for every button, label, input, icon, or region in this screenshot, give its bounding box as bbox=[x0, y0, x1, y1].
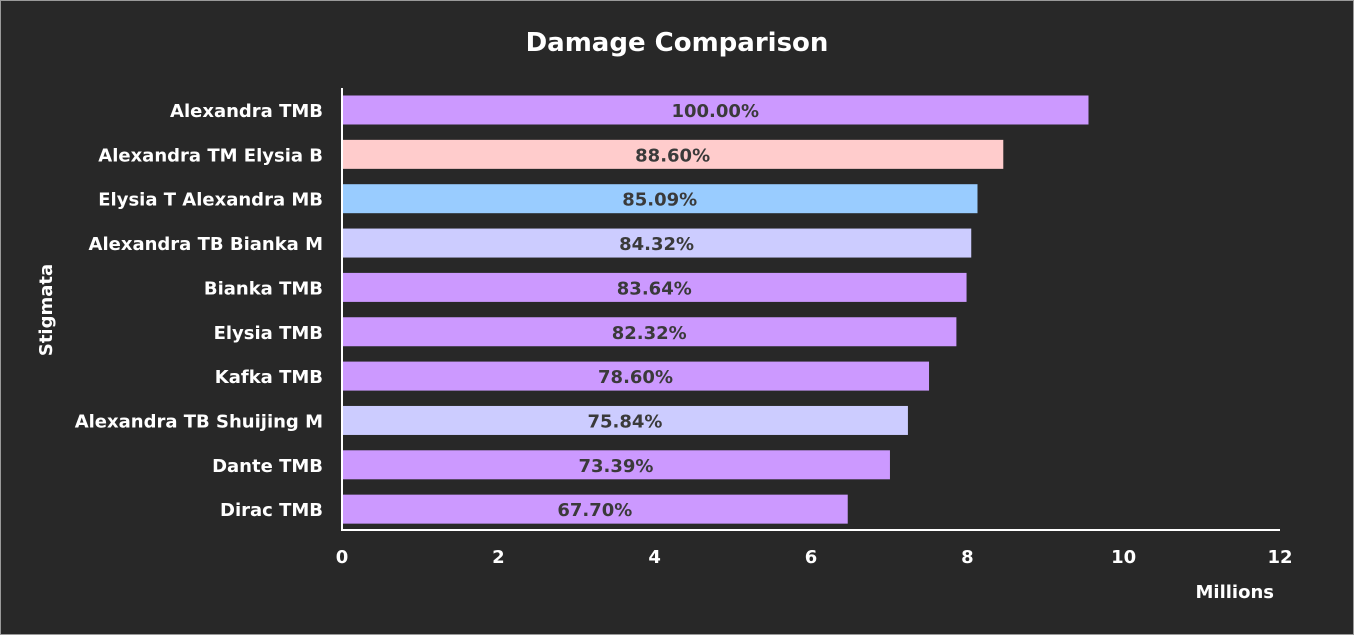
bar-data-label-5: 83.64% bbox=[617, 278, 692, 299]
x-tick-label-0: 0 bbox=[336, 547, 349, 568]
x-tick-label-4: 4 bbox=[648, 547, 661, 568]
category-label-1: Alexandra TMB bbox=[170, 101, 323, 122]
bar-data-label-6: 82.32% bbox=[612, 323, 687, 344]
category-label-2: Alexandra TM Elysia B bbox=[98, 145, 323, 166]
category-label-4: Alexandra TB Bianka M bbox=[89, 234, 323, 255]
x-tick-label-2: 2 bbox=[492, 547, 505, 568]
category-label-3: Elysia T Alexandra MB bbox=[98, 190, 323, 211]
x-axis-title: Millions bbox=[1196, 582, 1275, 603]
category-labels-group: Alexandra TMB Alexandra TM Elysia B Elysia… bbox=[75, 101, 323, 521]
x-tick-label-10: 10 bbox=[1111, 547, 1136, 568]
chart-title: Damage Comparison bbox=[526, 28, 829, 58]
tick-labels-group: 0 2 4 6 8 10 12 bbox=[336, 547, 1293, 568]
y-axis-title: Stigmata bbox=[36, 264, 57, 356]
bar-data-label-7: 78.60% bbox=[598, 367, 673, 388]
category-label-8: Alexandra TB Shuijing M bbox=[75, 411, 323, 432]
bar-data-label-3: 85.09% bbox=[622, 190, 697, 211]
bar-data-label-1: 100.00% bbox=[671, 101, 759, 122]
bar-data-label-9: 73.39% bbox=[578, 456, 653, 477]
bar-2 bbox=[342, 139, 1004, 169]
bar-1 bbox=[342, 95, 1089, 125]
bar-10 bbox=[342, 494, 848, 524]
bar-8 bbox=[342, 405, 908, 435]
bar-data-label-8: 75.84% bbox=[587, 411, 662, 432]
bar-9 bbox=[342, 450, 890, 480]
category-label-9: Dante TMB bbox=[212, 456, 323, 477]
bar-7 bbox=[342, 361, 930, 391]
bars-group: 100.00% 88.60% 85.09% 84.32% 83.64% 82.32% 78.… bbox=[342, 95, 1089, 524]
category-label-10: Dirac TMB bbox=[220, 500, 323, 521]
category-label-5: Bianka TMB bbox=[204, 278, 323, 299]
bar-data-label-4: 84.32% bbox=[619, 234, 694, 255]
category-label-7: Kafka TMB bbox=[215, 367, 323, 388]
category-label-6: Elysia TMB bbox=[214, 323, 323, 344]
bar-3 bbox=[342, 184, 978, 214]
bar-5 bbox=[342, 272, 967, 302]
x-tick-label-6: 6 bbox=[805, 547, 818, 568]
x-tick-label-8: 8 bbox=[961, 547, 974, 568]
x-tick-label-12: 12 bbox=[1267, 547, 1292, 568]
bar-6 bbox=[342, 317, 957, 347]
bar-4 bbox=[342, 228, 972, 258]
bar-data-label-10: 67.70% bbox=[557, 500, 632, 521]
bar-data-label-2: 88.60% bbox=[635, 145, 710, 166]
